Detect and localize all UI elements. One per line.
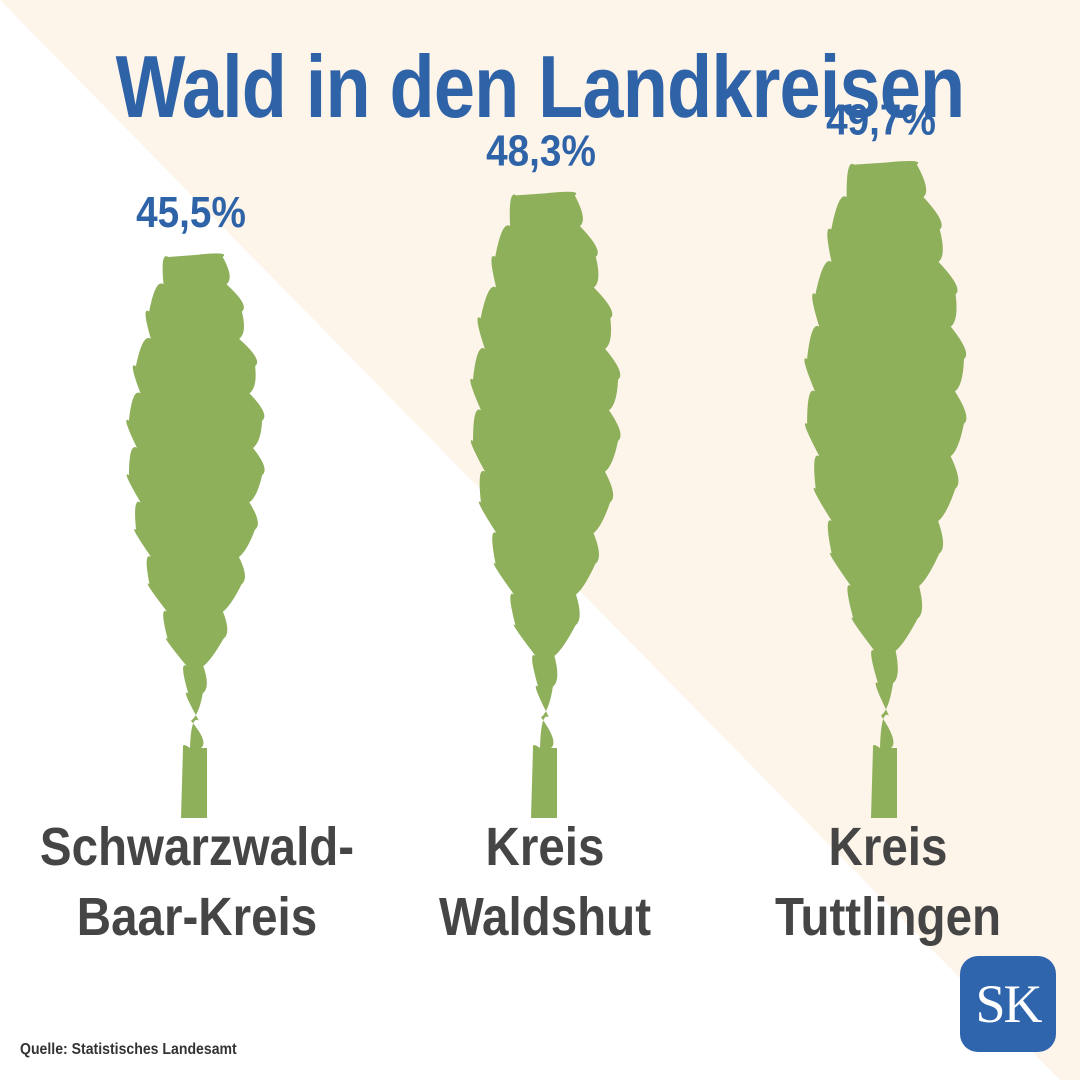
sk-logo: SK: [960, 956, 1056, 1052]
category-label-kreis-waldshut: Kreis Waldshut: [387, 812, 704, 952]
tree-bar-group: 45,5%: [126, 187, 265, 818]
category-label-line: Kreis: [485, 817, 605, 877]
value-label: 48,3%: [486, 125, 596, 175]
category-label-line: Waldshut: [438, 887, 652, 947]
tree-bar: [470, 191, 621, 818]
category-label-kreis-tuttlingen: Kreis Tuttlingen: [730, 812, 1047, 952]
category-label-schwarzwald-baar-kreis: Schwarzwald- Baar-Kreis: [39, 812, 356, 952]
category-label-line: Tuttlingen: [774, 887, 1002, 947]
category-label-line: Kreis: [828, 817, 948, 877]
tree-bar-group: 48,3%: [470, 125, 621, 818]
category-label-line: Baar-Kreis: [76, 887, 318, 947]
tree-bar: [804, 161, 967, 818]
chart-title: Wald in den Landkreisen: [115, 37, 966, 136]
category-label-line: Schwarzwald-: [39, 817, 355, 877]
value-label: 45,5%: [136, 187, 246, 237]
tree-bar: [126, 253, 265, 818]
tree-bar-group: 49,7%: [804, 94, 967, 818]
value-label: 49,7%: [826, 94, 936, 144]
source-note: Quelle: Statistisches Landesamt: [20, 1041, 237, 1058]
